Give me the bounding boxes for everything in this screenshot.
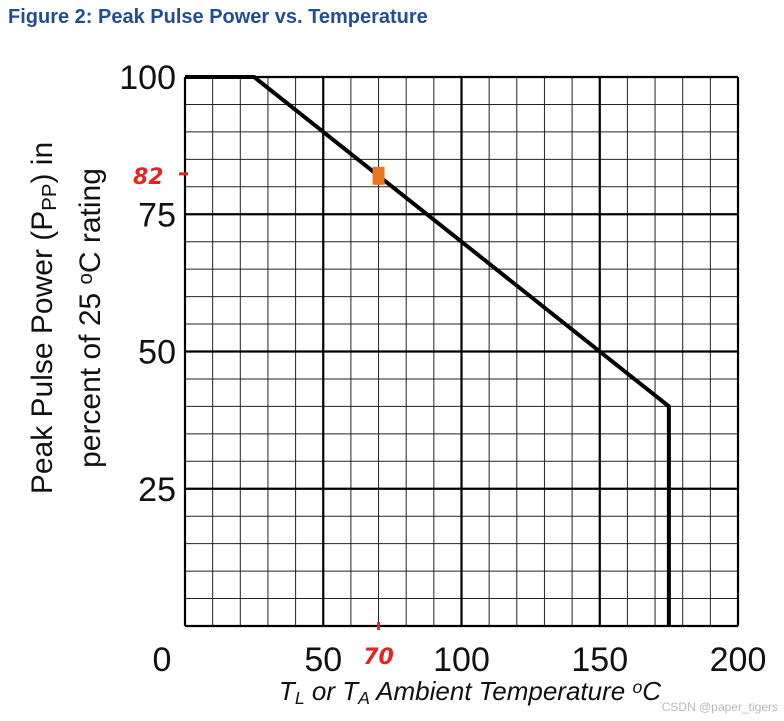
y-axis-label-line1: Peak Pulse Power (PPP) in [26, 142, 61, 494]
label-part: L [295, 688, 305, 708]
series-group [185, 75, 671, 626]
highlight-marker [372, 166, 385, 185]
label-part: o [75, 273, 97, 284]
x-tick-label: 100 [433, 641, 490, 679]
label-part: Peak Pulse Power (P [26, 211, 59, 494]
y-tick-label: 50 [138, 334, 176, 372]
label-part: C rating [74, 168, 107, 273]
label-part: T [279, 676, 297, 706]
y-tick-labels: 25 50 75 100 [119, 59, 176, 509]
x-tick-label: 0 [153, 641, 172, 679]
label-part: o [632, 677, 642, 697]
label-part: ) in [26, 142, 59, 184]
label-part: PP [39, 184, 61, 211]
y-tick-label: 25 [138, 471, 176, 509]
x-tick-label: 200 [710, 641, 767, 679]
y-axis-label-line2: percent of 25 oC rating [74, 168, 107, 468]
label-part: percent of 25 [74, 284, 107, 467]
label-part: or T [305, 676, 361, 706]
x-tick-labels: 0 50 100 150 200 [153, 641, 767, 679]
x-tick-label: 50 [304, 641, 342, 679]
y-tick-label: 75 [138, 196, 176, 234]
x-axis-label: TL or TA Ambient Temperature oC [279, 676, 661, 708]
annotation-y-value: 82 [133, 165, 164, 190]
annotation-x-value: 70 [363, 645, 394, 670]
label-part: Ambient Temperature [370, 676, 633, 706]
annotations: 82 70 [133, 165, 394, 670]
label-part: C [642, 676, 661, 706]
series-line [185, 75, 671, 626]
label-part: A [357, 688, 370, 708]
x-tick-label: 150 [571, 641, 628, 679]
y-tick-label: 100 [119, 59, 176, 97]
watermark: CSDN @paper_tigers [662, 700, 778, 714]
major-grid [183, 75, 740, 628]
figure-title: Figure 2: Peak Pulse Power vs. Temperatu… [8, 6, 428, 28]
